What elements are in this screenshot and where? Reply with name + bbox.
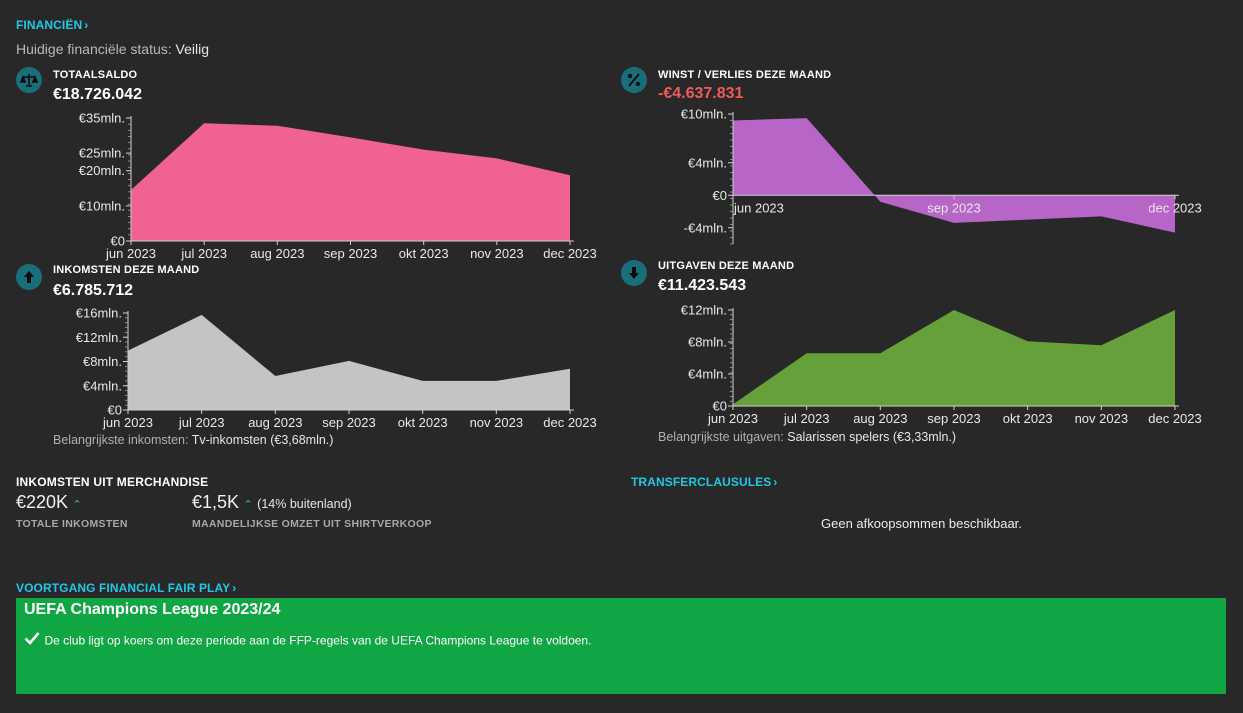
balance-title: TOTAALSALDO [53,69,138,81]
transfer-clauses-label: TRANSFERCLAUSULES [631,475,772,489]
financial-status: Huidige financiële status: Veilig [16,41,209,57]
y-tick-label: €0 [108,403,122,418]
y-tick-label: €0 [713,188,727,203]
x-tick-label: nov 2023 [470,246,524,261]
y-tick-label: €10mln. [681,107,727,122]
income-chart: €0 €4mln. €8mln. €12mln. €16mln. jun 2023 jul … [76,306,597,431]
arrow-up-icon [16,264,42,290]
expenses-value: €11.423.543 [658,277,747,294]
finances-link-label: FINANCIËN [16,18,83,32]
y-tick-label: €4mln. [83,378,122,393]
x-tick-label: nov 2023 [470,415,524,430]
income-value: €6.785.712 [53,282,134,299]
y-tick-label: -€4mln. [684,220,727,235]
expenses-chart: €0 €4mln. €8mln. €12mln. jun 2023 jul 2023 aug… [681,303,1202,427]
transfer-clauses-link[interactable]: TRANSFERCLAUSULES › [631,475,777,489]
y-tick-label: €4mln. [688,155,727,170]
x-tick-label: okt 2023 [1003,411,1053,426]
percent-icon [621,67,647,93]
financial-status-label: Huidige financiële status: [16,41,172,57]
ffp-status-box: UEFA Champions League 2023/24 De club li… [16,598,1226,694]
balance-chart: €0 €10mln. €20mln. €25mln. €35mln. jun 2023 ju… [79,111,597,262]
merch-monthly-label: MAANDELIJKSE OMZET UIT SHIRTVERKOOP [192,518,432,530]
x-tick-label: jun 2023 [707,411,758,426]
x-tick-label: okt 2023 [398,415,448,430]
ffp-progress-link[interactable]: VOORTGANG FINANCIAL FAIR PLAY › [16,581,236,595]
x-tick-label: nov 2023 [1075,411,1129,426]
income-note: Belangrijkste inkomsten: Tv-inkomsten (€… [53,433,333,447]
y-tick-label: €8mln. [83,354,122,369]
x-tick-label: aug 2023 [853,411,907,426]
x-tick-label: okt 2023 [399,246,449,261]
x-tick-label: sep 2023 [927,411,981,426]
y-tick-label: €4mln. [688,367,727,382]
x-tick-label: jul 2023 [180,246,227,261]
finances-link[interactable]: FINANCIËN › [16,18,88,32]
merch-monthly: €1,5K ⌃ (14% buitenland) [192,492,352,513]
chevron-right-icon: › [232,581,237,595]
y-tick-label: €12mln. [76,330,122,345]
income-title: INKOMSTEN DEZE MAAND [53,264,200,276]
x-tick-label: sep 2023 [322,415,376,430]
y-tick-label: €25mln. [79,146,125,161]
chevron-right-icon: › [84,18,89,32]
x-tick-label: aug 2023 [248,415,302,430]
merch-monthly-value: €1,5K [192,492,240,512]
trend-up-icon: ⌃ [243,499,253,511]
merch-total-label: TOTALE INKOMSTEN [16,518,128,530]
expenses-note: Belangrijkste uitgaven: Salarissen spele… [658,430,956,444]
checkmark-icon [24,631,40,650]
x-tick-label: jun 2023 [733,200,784,215]
y-tick-label: €12mln. [681,303,727,318]
financial-status-value: Veilig [175,41,210,57]
x-tick-label: sep 2023 [927,200,981,215]
ffp-status-row: De club ligt op koers om deze periode aa… [24,631,591,650]
trend-up-icon: ⌃ [72,499,82,511]
income-note-label: Belangrijkste inkomsten: [53,433,189,447]
y-tick-label: €16mln. [76,306,122,321]
series-area [733,118,1175,233]
ffp-competition: UEFA Champions League 2023/24 [24,601,281,618]
ffp-progress-label: VOORTGANG FINANCIAL FAIR PLAY [16,581,231,595]
x-tick-label: dec 2023 [543,246,597,261]
merch-total: €220K ⌃ [16,492,82,513]
y-tick-label: €8mln. [688,335,727,350]
expenses-note-label: Belangrijkste uitgaven: [658,430,784,444]
merchandise-title: INKOMSTEN UIT MERCHANDISE [16,475,209,489]
x-tick-label: dec 2023 [1148,411,1202,426]
chevron-right-icon: › [773,475,778,489]
profit-chart: -€4mln. €0 €4mln. €10mln. jun 2023 sep 2023 de… [681,107,1202,245]
arrow-down-icon [621,260,647,286]
income-note-value: Tv-inkomsten (€3,68mln.) [191,433,334,447]
ffp-message: De club ligt op koers om deze periode aa… [44,633,592,648]
merch-monthly-extra: (14% buitenland) [257,497,352,511]
balance-scale-icon [16,67,42,93]
x-tick-label: aug 2023 [250,246,304,261]
merch-total-value: €220K [16,492,69,512]
series-area [131,123,570,241]
balance-value: €18.726.042 [53,86,142,103]
x-tick-label: dec 2023 [1148,200,1202,215]
x-tick-label: dec 2023 [543,415,597,430]
expenses-note-value: Salarissen spelers (€3,33mln.) [787,430,957,444]
y-tick-label: €0 [713,399,727,414]
y-tick-label: €20mln. [79,163,125,178]
profit-value: -€4.637.831 [658,85,744,102]
y-tick-label: €35mln. [79,111,125,126]
series-area [128,314,570,410]
x-tick-label: jul 2023 [178,415,225,430]
x-tick-label: jul 2023 [783,411,830,426]
y-tick-label: €10mln. [79,198,125,213]
profit-title: WINST / VERLIES DEZE MAAND [658,69,832,81]
x-tick-label: jun 2023 [102,415,153,430]
expenses-title: UITGAVEN DEZE MAAND [658,260,795,272]
x-tick-label: sep 2023 [324,246,378,261]
x-tick-label: jun 2023 [105,246,156,261]
transfer-empty-message: Geen afkoopsommen beschikbaar. [821,516,1022,531]
series-area [733,310,1175,406]
y-tick-label: €0 [111,234,125,249]
